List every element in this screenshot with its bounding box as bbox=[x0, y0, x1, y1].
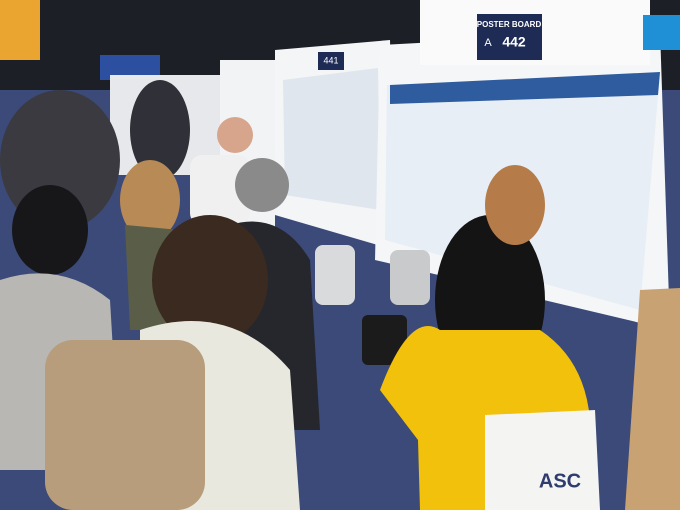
sign-442 bbox=[477, 14, 542, 60]
sign-label: POSTER BOARD bbox=[477, 20, 542, 29]
person-head bbox=[235, 158, 289, 212]
left-banner bbox=[0, 0, 40, 60]
chair bbox=[390, 250, 430, 305]
backpack bbox=[45, 340, 205, 510]
board-number: 441 bbox=[323, 55, 338, 65]
tote-text: ASC bbox=[539, 470, 581, 492]
person-hair bbox=[120, 160, 180, 240]
poster-441 bbox=[283, 68, 380, 210]
cardboard bbox=[625, 288, 680, 510]
person-shirt bbox=[190, 155, 250, 225]
bag-on-floor bbox=[362, 315, 407, 365]
sign-441 bbox=[318, 52, 344, 70]
tote-bag bbox=[485, 410, 600, 510]
person bbox=[130, 80, 190, 180]
poster-header bbox=[390, 72, 660, 104]
person-hair bbox=[485, 165, 545, 245]
person-hair bbox=[152, 215, 268, 345]
blue-panel bbox=[643, 15, 680, 50]
sign-number: 442 bbox=[502, 34, 526, 50]
sign-row: A bbox=[484, 37, 492, 49]
chair bbox=[315, 245, 355, 305]
person-hair bbox=[12, 185, 88, 275]
person-head bbox=[217, 117, 253, 153]
